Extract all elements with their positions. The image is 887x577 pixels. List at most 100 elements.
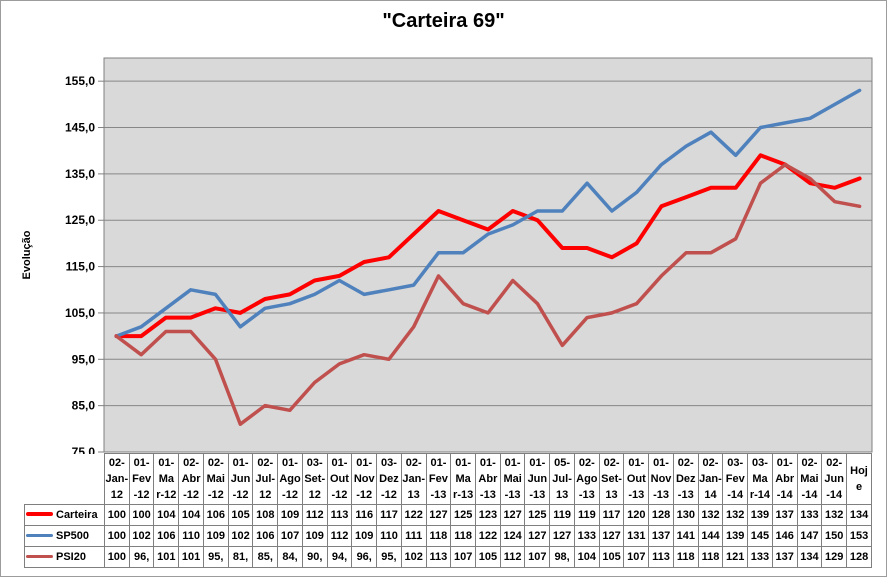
y-tick-label: 95,0 xyxy=(72,352,96,366)
value-cell: 106 xyxy=(252,525,279,547)
value-cell: 119 xyxy=(573,504,600,526)
chart-title: "Carteira 69" xyxy=(382,10,505,32)
date-header-cell: 01- Nov -13 xyxy=(648,453,674,505)
value-cell: 132 xyxy=(821,504,848,526)
date-header-cell: 02- Mai -14 xyxy=(796,453,823,505)
date-header-cell: 02- Jan- 12 xyxy=(104,453,130,505)
value-cell: 147 xyxy=(796,525,823,547)
date-header-cell: 01- Jun -12 xyxy=(227,453,254,505)
value-cell: 145 xyxy=(747,525,773,547)
value-cell: 107 xyxy=(623,546,650,568)
value-cell: 122 xyxy=(475,525,501,547)
value-cell: 122 xyxy=(400,504,427,526)
value-cell: 109 xyxy=(277,504,303,526)
date-header-cell: 03- Fev -14 xyxy=(722,453,749,505)
value-cell: 95, xyxy=(202,546,229,568)
series-row-psi20: PSI20 100 96, 101 101 95, 81, 85, 84, 90, 94, 96, 95… xyxy=(24,546,872,568)
date-header-cell: 01- Fev -13 xyxy=(425,453,452,505)
plot-border xyxy=(103,57,873,453)
value-cell: 81, xyxy=(227,546,254,568)
series-line-sp500 xyxy=(114,88,862,338)
date-header-cell: 01- Abr -13 xyxy=(475,453,501,505)
series-line-psi20 xyxy=(114,162,862,426)
value-cell: 112 xyxy=(301,504,328,526)
table-corner-cell xyxy=(24,453,105,505)
legend-line-swatch xyxy=(26,554,53,558)
date-header-cell: 01- Ago -12 xyxy=(277,453,303,505)
date-header-cell: 01- Abr -14 xyxy=(771,453,798,505)
date-header-cell: 02- Jul- 12 xyxy=(252,453,279,505)
value-cell: 106 xyxy=(153,525,180,547)
legend-label: PSI20 xyxy=(56,551,86,564)
value-cell: 102 xyxy=(128,525,155,547)
value-cell: 128 xyxy=(648,504,674,526)
plot-area xyxy=(104,58,872,452)
value-cell: 139 xyxy=(747,504,773,526)
value-cell: 131 xyxy=(623,525,650,547)
value-cell: 112 xyxy=(499,546,526,568)
value-cell: 146 xyxy=(771,525,798,547)
legend-item-psi20: PSI20 xyxy=(24,546,105,568)
y-axis-title: Evolução xyxy=(21,230,33,279)
value-cell: 127 xyxy=(598,525,625,547)
value-cell: 125 xyxy=(450,504,477,526)
value-cell: 107 xyxy=(524,546,551,568)
value-cell: 127 xyxy=(425,504,452,526)
value-cell: 113 xyxy=(425,546,452,568)
date-header-cell: 02- Jun -14 xyxy=(821,453,848,505)
value-cell: 127 xyxy=(524,525,551,547)
date-header-cell: 02- Abr -12 xyxy=(178,453,204,505)
value-cell: 96, xyxy=(128,546,155,568)
value-cell: 101 xyxy=(153,546,180,568)
date-header-cell: 01- Jun -13 xyxy=(524,453,551,505)
value-cell: 101 xyxy=(178,546,204,568)
value-cell: 102 xyxy=(227,525,254,547)
value-cell: 100 xyxy=(128,504,155,526)
value-cell: 104 xyxy=(153,504,180,526)
value-cell: 129 xyxy=(821,546,848,568)
value-cell: 109 xyxy=(202,525,229,547)
value-cell: 118 xyxy=(425,525,452,547)
y-tick-label: 125,0 xyxy=(65,213,95,227)
value-cell: 110 xyxy=(178,525,204,547)
value-cell: 127 xyxy=(499,504,526,526)
value-cell: 105 xyxy=(475,546,501,568)
legend-line-swatch xyxy=(26,533,53,537)
value-cell: 109 xyxy=(301,525,328,547)
date-header-cell: 02- Jan- 14 xyxy=(697,453,724,505)
value-cell: 139 xyxy=(722,525,749,547)
value-cell: 118 xyxy=(697,546,724,568)
value-cell: 134 xyxy=(796,546,823,568)
date-header-row: 02- Jan- 12 01- Fev -12 01- Ma r-12 02- Abr… xyxy=(24,453,872,505)
value-cell: 90, xyxy=(301,546,328,568)
value-cell: 133 xyxy=(796,504,823,526)
value-cell: 118 xyxy=(450,525,477,547)
legend-line-swatch xyxy=(26,512,53,517)
value-cell: 133 xyxy=(573,525,600,547)
date-header-cell: 05- Jul- 13 xyxy=(549,453,575,505)
legend-item-sp500: SP500 xyxy=(24,525,105,547)
value-cell: 125 xyxy=(524,504,551,526)
date-header-cell: 01- Fev -12 xyxy=(128,453,155,505)
y-tick-label: 85,0 xyxy=(72,399,96,413)
value-cell: 98, xyxy=(549,546,575,568)
value-cell: 141 xyxy=(672,525,699,547)
value-cell: 95, xyxy=(376,546,402,568)
value-cell: 112 xyxy=(326,525,353,547)
date-header-cell: 01- Nov -12 xyxy=(351,453,378,505)
value-cell: 100 xyxy=(104,504,130,526)
legend-item-carteira: Carteira xyxy=(24,504,105,526)
date-header-cell: 02- Dez -13 xyxy=(672,453,699,505)
value-cell: 137 xyxy=(771,504,798,526)
y-tick-label: 105,0 xyxy=(65,306,95,320)
date-header-cell: 02- Ago -13 xyxy=(573,453,600,505)
legend-label: SP500 xyxy=(56,530,90,543)
value-cell: 127 xyxy=(549,525,575,547)
date-header-cell: 01- Ma r-12 xyxy=(153,453,180,505)
value-cell: 105 xyxy=(227,504,254,526)
value-cell: 106 xyxy=(202,504,229,526)
date-header-cell: 03- Dez -12 xyxy=(376,453,402,505)
value-cell: 118 xyxy=(672,546,699,568)
date-header-cell: 01- Mai -13 xyxy=(499,453,526,505)
